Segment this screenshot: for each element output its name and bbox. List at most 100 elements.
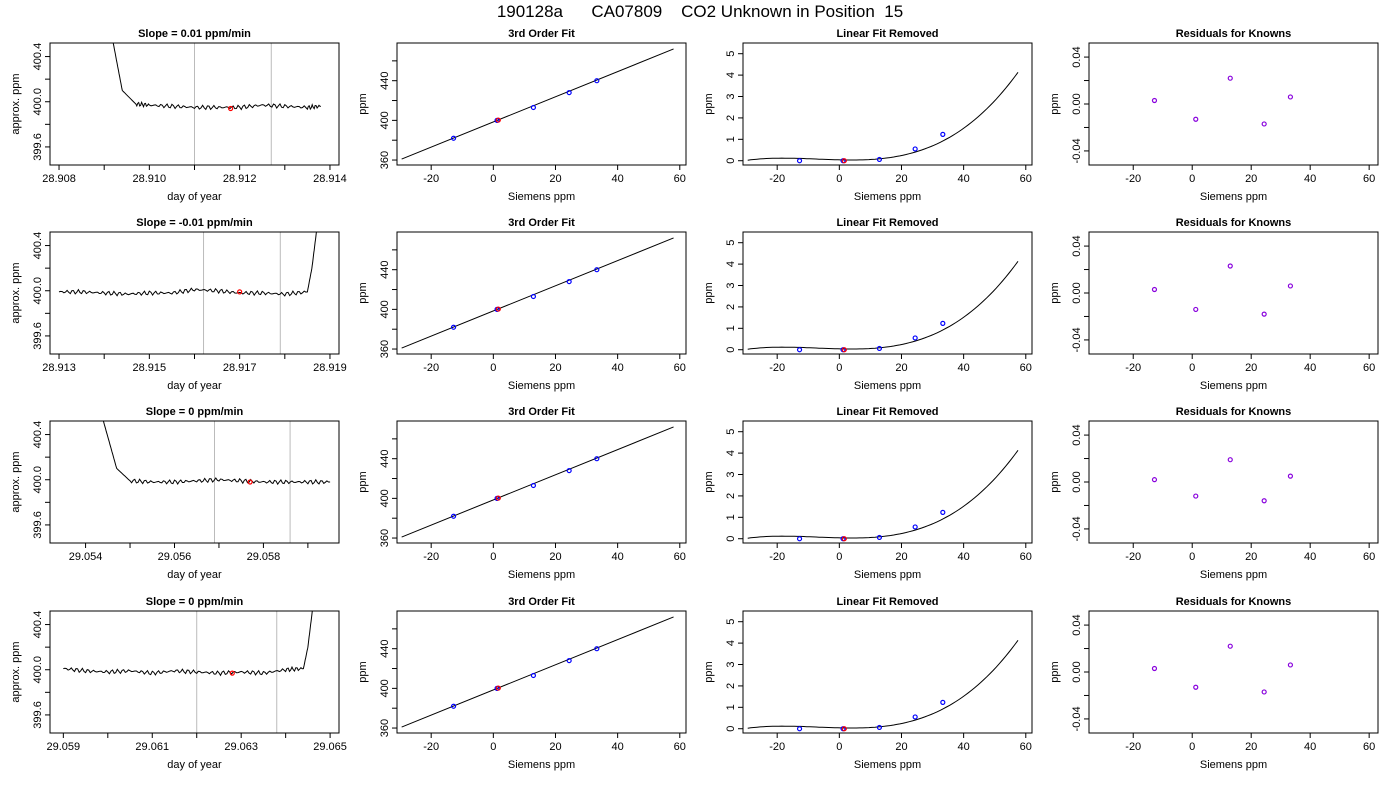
y-tick-label: 400 bbox=[379, 489, 391, 507]
y-tick-label: 3 bbox=[725, 661, 737, 667]
y-tick-label: 400.4 bbox=[32, 611, 44, 639]
y-tick-label: 400.4 bbox=[32, 232, 44, 260]
x-tick-label: 60 bbox=[1020, 551, 1032, 563]
y-tick-label: 0 bbox=[725, 347, 737, 353]
x-tick-label: -20 bbox=[1125, 173, 1141, 185]
x-tick-label: 20 bbox=[895, 741, 907, 753]
x-tick-label: 60 bbox=[1363, 741, 1375, 753]
x-tick-label: 29.065 bbox=[313, 741, 347, 753]
panel-r2-c2: 3rd Order Fit -20 0 20 40 60 360 400 440 Siemens … bbox=[357, 217, 687, 392]
plot-frame bbox=[742, 42, 1033, 166]
residual-point bbox=[1261, 689, 1267, 695]
residual-point bbox=[1227, 263, 1233, 269]
x-tick-label: 28.917 bbox=[223, 362, 257, 374]
plot-area bbox=[112, 43, 321, 165]
panel-r3-c1: Slope = 0 ppm/min 29.054 29.056 29.058 399.6… bbox=[10, 406, 340, 581]
residual-point bbox=[1227, 457, 1233, 463]
plot-frame bbox=[396, 42, 687, 166]
plot-frame bbox=[396, 420, 687, 544]
y-axis-label: ppm bbox=[1049, 93, 1061, 114]
y-tick-label: 5 bbox=[725, 619, 737, 625]
y-tick-label: 440 bbox=[379, 72, 391, 90]
x-tick-label: 60 bbox=[674, 741, 686, 753]
residual-point bbox=[1193, 493, 1199, 499]
y-tick-label: 3 bbox=[725, 93, 737, 99]
y-tick-label: 4 bbox=[725, 640, 737, 646]
plot-area bbox=[1151, 75, 1294, 127]
panel-title: Residuals for Knowns bbox=[1176, 406, 1292, 418]
panel-r1-c1: Slope = 0.01 ppm/min 28.908 28.910 28.912 28… bbox=[10, 28, 347, 203]
x-tick-label: 40 bbox=[958, 741, 970, 753]
x-tick-label: -20 bbox=[423, 741, 439, 753]
panel-title: 3rd Order Fit bbox=[508, 406, 575, 418]
residual-point bbox=[1287, 94, 1294, 100]
x-tick-label: 20 bbox=[549, 173, 561, 185]
plot-area bbox=[747, 261, 1019, 353]
x-tick-label: 20 bbox=[895, 362, 907, 374]
x-tick-label: 60 bbox=[674, 362, 686, 374]
fit-line bbox=[401, 48, 674, 160]
plot-area bbox=[102, 421, 331, 543]
x-tick-label: -20 bbox=[1125, 741, 1141, 753]
x-tick-label: 28.919 bbox=[313, 362, 347, 374]
residual-curve bbox=[747, 640, 1019, 729]
x-tick-label: 28.910 bbox=[133, 173, 167, 185]
y-tick-label: 0.00 bbox=[1071, 93, 1083, 114]
known-standard-point bbox=[530, 482, 537, 489]
y-tick-label: 400.0 bbox=[32, 656, 44, 684]
x-tick-label: -20 bbox=[769, 741, 785, 753]
panel-title: Linear Fit Removed bbox=[836, 596, 938, 608]
plot-area bbox=[1151, 643, 1294, 695]
x-tick-label: 20 bbox=[549, 741, 561, 753]
unknown-sample-point bbox=[495, 117, 501, 123]
x-tick-label: 0 bbox=[836, 362, 842, 374]
x-tick-label: 20 bbox=[549, 362, 561, 374]
known-standard-point bbox=[912, 335, 918, 341]
panel-title: 3rd Order Fit bbox=[508, 596, 575, 608]
residual-point bbox=[1227, 75, 1233, 81]
y-tick-label: 0.04 bbox=[1071, 614, 1083, 635]
x-tick-label: 20 bbox=[549, 551, 561, 563]
known-standard-point bbox=[594, 456, 600, 462]
y-axis-label: approx. ppm bbox=[10, 641, 22, 702]
x-tick-label: 0 bbox=[1189, 551, 1195, 563]
known-standard-point bbox=[450, 324, 457, 330]
x-tick-label: 40 bbox=[958, 173, 970, 185]
y-axis-label: ppm bbox=[703, 93, 715, 114]
y-tick-label: 360 bbox=[379, 340, 391, 358]
x-tick-label: 29.061 bbox=[135, 741, 169, 753]
y-tick-label: 360 bbox=[379, 151, 391, 169]
x-axis-label: Siemens ppm bbox=[854, 380, 921, 392]
y-tick-label: 2 bbox=[725, 493, 737, 499]
known-standard-point bbox=[876, 534, 883, 541]
y-axis-label: approx. ppm bbox=[10, 262, 22, 323]
y-tick-label: 1 bbox=[725, 704, 737, 710]
unknown-sample-point bbox=[228, 105, 234, 112]
y-axis-label: ppm bbox=[1049, 661, 1061, 682]
y-tick-label: 2 bbox=[725, 683, 737, 689]
plot-area bbox=[401, 48, 674, 160]
y-axis-label: ppm bbox=[1049, 471, 1061, 492]
residual-point bbox=[1287, 473, 1294, 479]
x-tick-label: 29.056 bbox=[158, 551, 192, 563]
plot-frame bbox=[1088, 420, 1379, 544]
x-tick-label: 20 bbox=[1245, 173, 1257, 185]
x-axis-label: Siemens ppm bbox=[854, 191, 921, 203]
panel-r3-c4: Residuals for Knowns -20 0 20 40 60 -0.04 0.00 0… bbox=[1049, 406, 1379, 581]
x-tick-label: 0 bbox=[1189, 741, 1195, 753]
x-tick-label: -20 bbox=[769, 551, 785, 563]
y-tick-label: -0.04 bbox=[1071, 138, 1083, 163]
x-tick-label: 0 bbox=[1189, 362, 1195, 374]
x-tick-label: 40 bbox=[612, 741, 624, 753]
y-tick-label: 400.0 bbox=[32, 88, 44, 116]
residual-point bbox=[1261, 121, 1267, 127]
plot-frame bbox=[1088, 610, 1379, 734]
panel-title: Residuals for Knowns bbox=[1176, 596, 1292, 608]
plot-area bbox=[1151, 457, 1294, 504]
residual-point bbox=[1287, 662, 1294, 668]
residual-point bbox=[1151, 665, 1158, 672]
residual-curve bbox=[747, 450, 1019, 539]
plot-area bbox=[401, 426, 674, 538]
x-tick-label: 60 bbox=[1020, 362, 1032, 374]
residual-point bbox=[1151, 97, 1158, 104]
